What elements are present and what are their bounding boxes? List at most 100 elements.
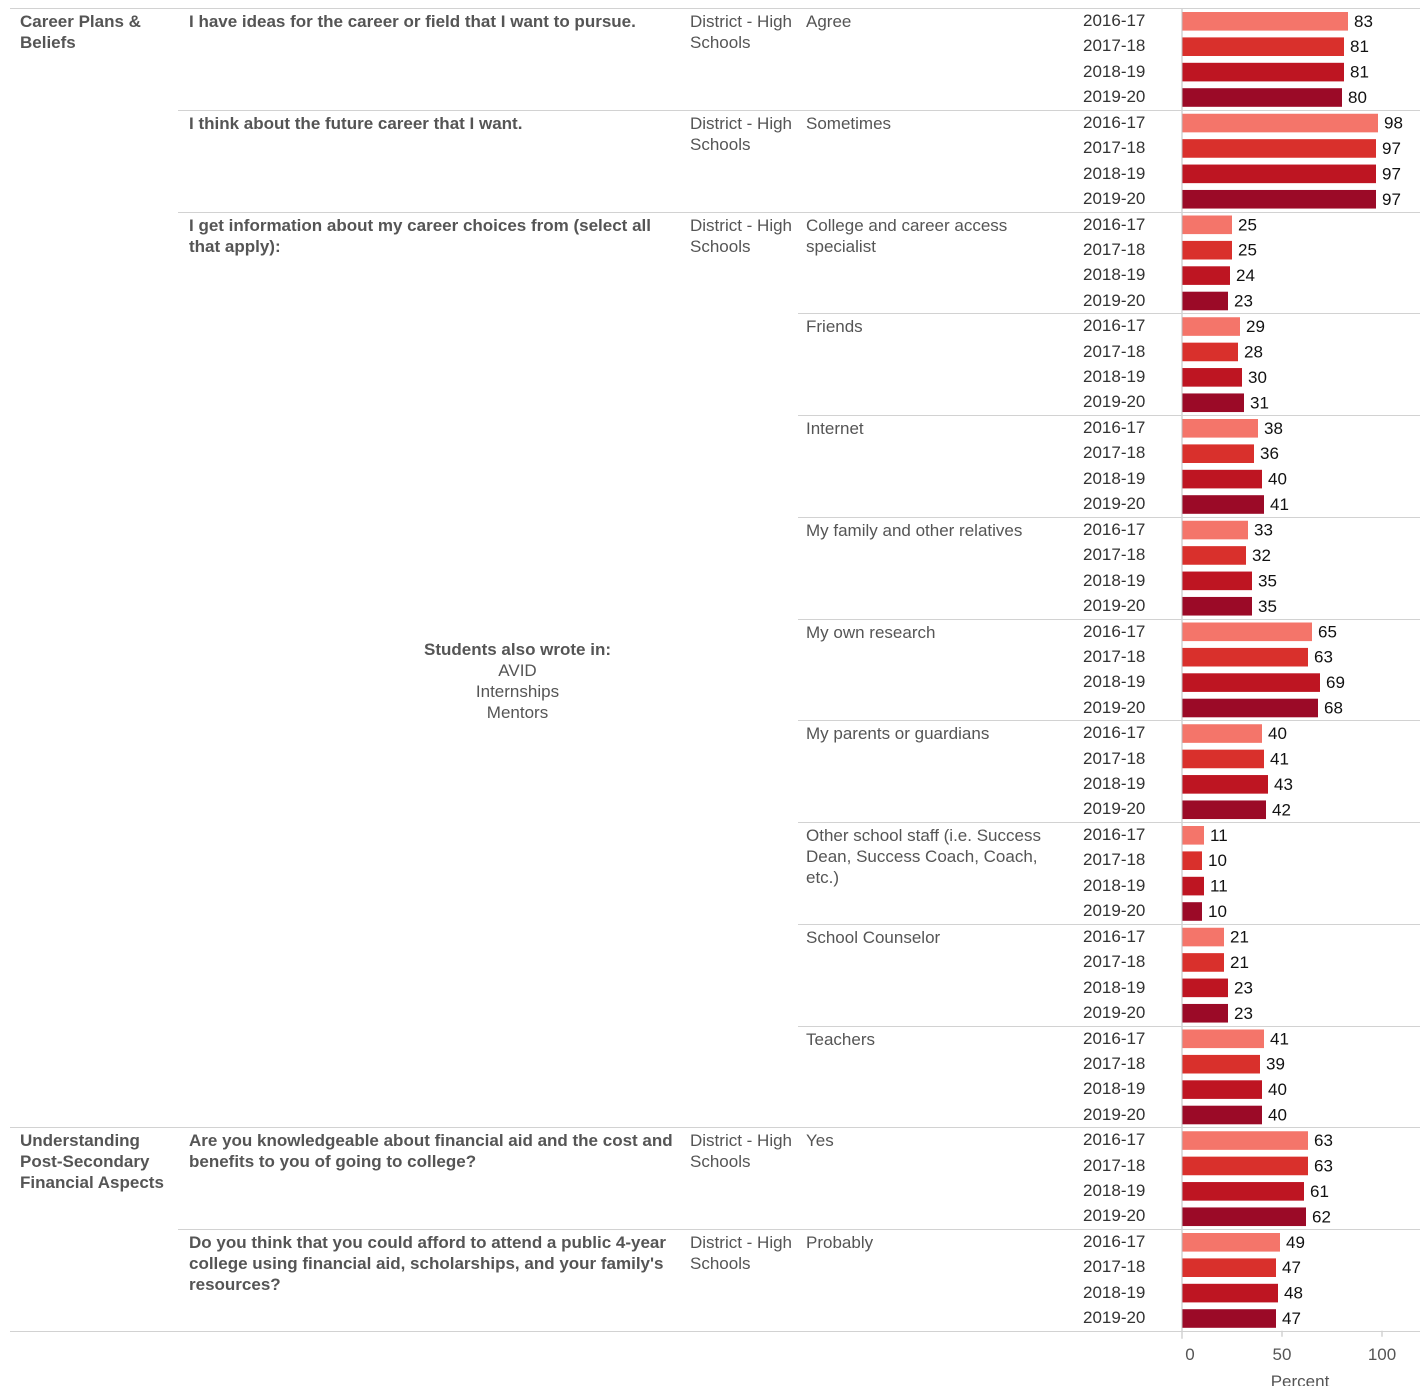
bar-value-label: 40: [1268, 1080, 1287, 1099]
table-top-line: [10, 8, 1420, 9]
year-label: 2016-17: [1083, 723, 1146, 743]
bar-value-label: 97: [1382, 164, 1401, 183]
answer-label: My family and other relatives: [806, 520, 1023, 540]
answer-label: Other school staff (i.e. Success Dean, S…: [806, 826, 1041, 887]
bar: [1182, 1207, 1306, 1227]
section-separator: [10, 1331, 1420, 1332]
year-label: 2017-18: [1083, 952, 1146, 972]
bar: [1182, 189, 1376, 209]
year-label: 2019-20: [1083, 494, 1146, 514]
bar: [1182, 596, 1252, 616]
bar: [1182, 851, 1202, 870]
year-label: 2017-18: [1083, 1053, 1146, 1073]
bar: [1182, 342, 1238, 362]
bar: [1182, 724, 1262, 743]
year-label: 2016-17: [1083, 519, 1146, 539]
bar: [1182, 826, 1204, 845]
year-label: 2017-18: [1083, 443, 1146, 463]
year-label: 2018-19: [1083, 367, 1146, 387]
bar: [1182, 927, 1224, 947]
category-label: Understanding Post-Secondary Financial A…: [20, 1131, 164, 1193]
year-label: 2018-19: [1083, 570, 1146, 590]
year-label: 2016-17: [1083, 112, 1146, 132]
group-label: District - High Schools: [690, 12, 793, 52]
year-label: 2016-17: [1083, 1028, 1146, 1048]
bar-value-label: 25: [1238, 215, 1257, 234]
answer-separator: [798, 619, 1420, 620]
year-label: 2016-17: [1083, 316, 1146, 336]
year-label: 2016-17: [1083, 926, 1146, 946]
bar: [1182, 622, 1312, 642]
bar: [1182, 113, 1378, 133]
bar: [1182, 164, 1376, 184]
write-in-item: AVID: [498, 661, 537, 681]
bar-value-label: 21: [1230, 928, 1249, 947]
bar: [1182, 266, 1230, 285]
x-tick-label: 50: [1273, 1345, 1292, 1364]
bar-value-label: 41: [1270, 749, 1289, 768]
question-label: Do you think that you could afford to at…: [189, 1233, 666, 1294]
bar: [1182, 1233, 1280, 1252]
bar-value-label: 63: [1314, 1131, 1333, 1150]
year-label: 2018-19: [1083, 1181, 1146, 1201]
year-label: 2016-17: [1083, 214, 1146, 234]
year-label: 2018-19: [1083, 468, 1146, 488]
question-label: I have ideas for the career or field tha…: [189, 12, 636, 31]
bar: [1182, 1182, 1304, 1201]
year-label: 2019-20: [1083, 1002, 1146, 1022]
year-label: 2017-18: [1083, 646, 1146, 666]
question-label: I think about the future career that I w…: [189, 113, 523, 133]
year-label: 2018-19: [1083, 672, 1146, 692]
bar: [1182, 876, 1204, 896]
answer-separator: [798, 1026, 1420, 1027]
bar: [1182, 749, 1264, 769]
question-label: I get information about my career choice…: [189, 215, 651, 256]
question-separator: [178, 1229, 1420, 1230]
answer-label: Teachers: [806, 1029, 875, 1049]
year-label: 2016-17: [1083, 825, 1146, 844]
section-separator: [10, 1127, 1420, 1128]
answer-separator: [798, 313, 1420, 314]
bar-value-label: 10: [1208, 851, 1227, 870]
bar-value-label: 10: [1208, 902, 1227, 921]
year-label: 2019-20: [1083, 1206, 1146, 1226]
year-label: 2019-20: [1083, 392, 1146, 412]
year-label: 2018-19: [1083, 774, 1146, 794]
answer-label: School Counselor: [806, 927, 941, 947]
bar-value-label: 65: [1318, 622, 1337, 641]
answer-separator: [798, 415, 1420, 416]
bar: [1182, 139, 1376, 158]
bar-value-label: 29: [1246, 317, 1265, 336]
year-label: 2019-20: [1083, 188, 1146, 208]
year-label: 2018-19: [1083, 977, 1146, 997]
bar-value-label: 43: [1274, 775, 1293, 794]
answer-label: Yes: [806, 1131, 834, 1151]
bar-value-label: 24: [1236, 266, 1255, 285]
write-in-block: Students also wrote in: AVID Internships Me…: [380, 639, 655, 723]
answer-label: Internet: [806, 419, 864, 438]
answer-label: Agree: [806, 12, 852, 31]
bar: [1182, 1029, 1264, 1049]
bar-value-label: 36: [1260, 444, 1279, 463]
bar-value-label: 97: [1382, 190, 1401, 209]
bar: [1182, 37, 1344, 56]
bar: [1182, 88, 1342, 107]
bar: [1182, 317, 1240, 336]
year-label: 2017-18: [1083, 1257, 1146, 1277]
bar: [1182, 215, 1232, 235]
bar: [1182, 571, 1252, 591]
bar-value-label: 38: [1264, 419, 1283, 438]
answer-separator: [798, 924, 1420, 925]
bar-value-label: 63: [1314, 648, 1333, 667]
bar-value-label: 23: [1234, 978, 1253, 997]
bar: [1182, 775, 1268, 794]
bar: [1182, 1309, 1276, 1328]
bar: [1182, 698, 1318, 718]
bar: [1182, 673, 1320, 692]
bar: [1182, 800, 1266, 820]
year-label: 2019-20: [1083, 595, 1146, 615]
year-label: 2018-19: [1083, 875, 1146, 895]
year-label: 2017-18: [1083, 748, 1146, 768]
